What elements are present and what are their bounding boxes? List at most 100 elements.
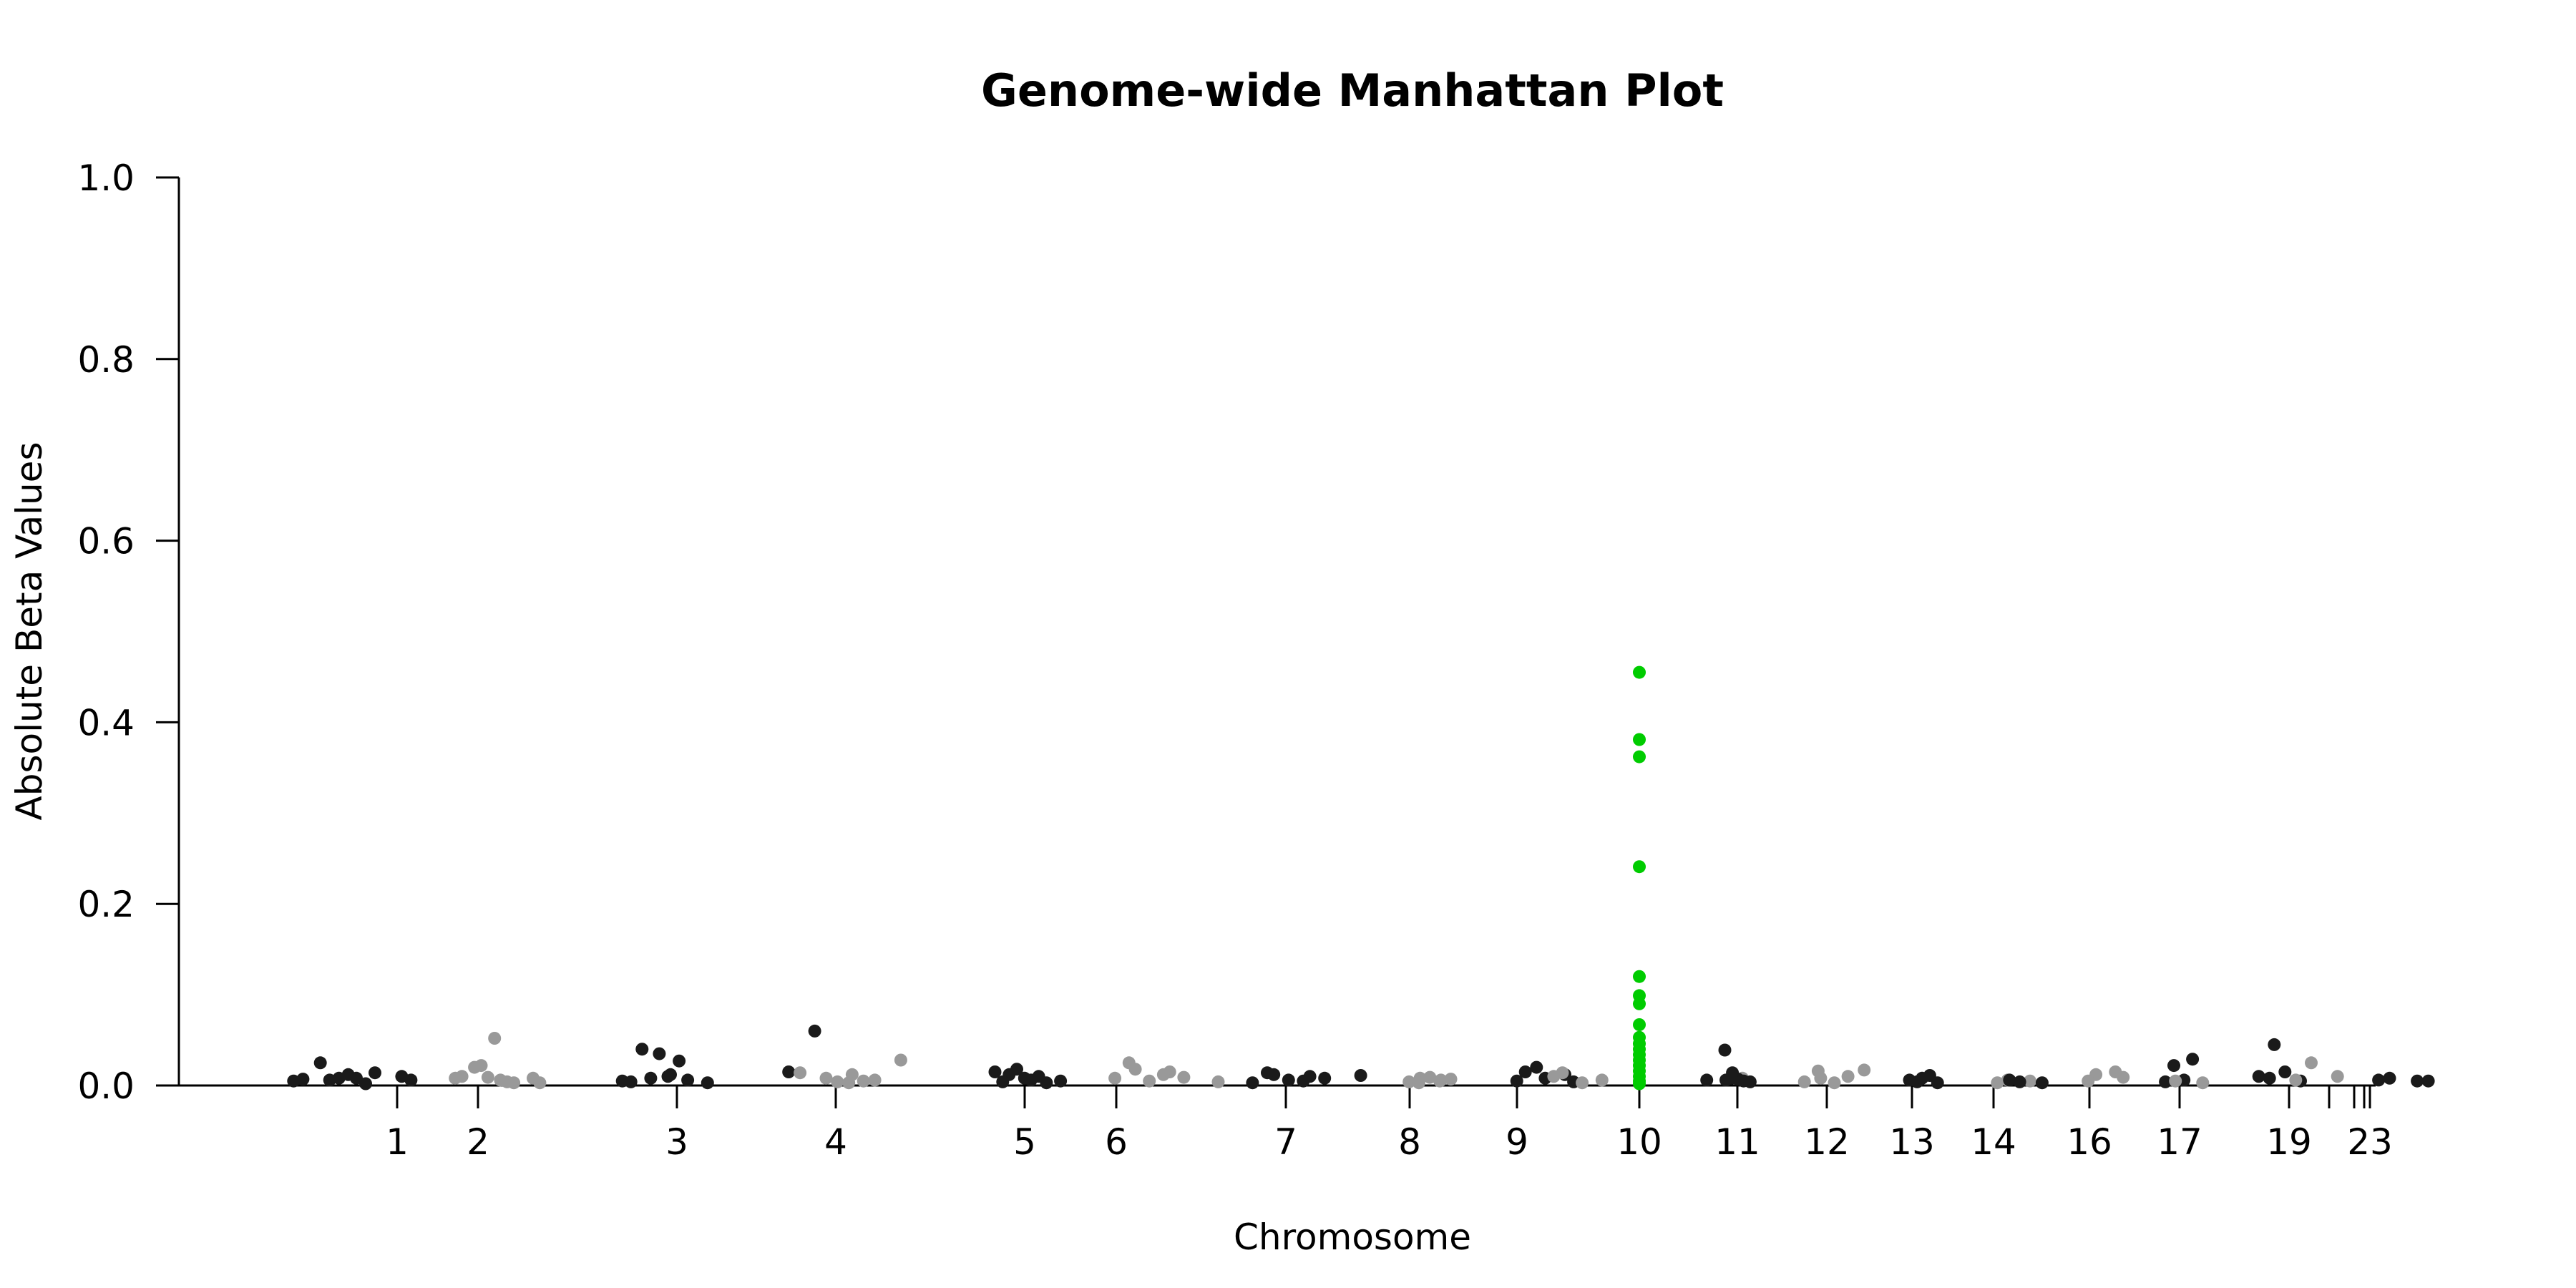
data-point-chr-16 xyxy=(2082,1074,2095,1088)
data-point-chr-2 xyxy=(507,1076,521,1090)
y-tick-label: 1.0 xyxy=(77,157,135,199)
data-point-chr-4 xyxy=(842,1076,856,1090)
x-tick-label-chr-7: 7 xyxy=(1274,1121,1297,1163)
data-point-chr-1 xyxy=(313,1056,327,1070)
data-point-chr-3 xyxy=(624,1075,638,1088)
data-point-chr-8 xyxy=(1444,1073,1458,1086)
data-point-chr-14 xyxy=(2035,1076,2049,1090)
data-point-chr-19 xyxy=(2278,1065,2292,1078)
data-point-chr-3 xyxy=(681,1073,695,1087)
data-point-chr-7 xyxy=(1354,1069,1367,1082)
data-point-chr-8 xyxy=(1412,1076,1425,1090)
data-point-chr-1 xyxy=(296,1073,310,1086)
data-point-chr-12 xyxy=(1814,1071,1828,1085)
data-point-chr-23 xyxy=(2421,1074,2435,1088)
data-point-chr-23 xyxy=(2383,1071,2396,1085)
data-point-chr-10 xyxy=(1633,750,1646,763)
data-point-chr-10 xyxy=(1633,997,1646,1010)
data-point-chr-9 xyxy=(1530,1060,1543,1074)
data-point-chr-19 xyxy=(2252,1070,2265,1083)
data-point-chr-14 xyxy=(2013,1075,2026,1088)
data-point-chr-10 xyxy=(1633,665,1646,679)
data-point-chr-17 xyxy=(2196,1076,2210,1090)
data-point-chr-7 xyxy=(1318,1071,1332,1085)
data-point-chr-1 xyxy=(341,1068,355,1081)
data-point-chr-2 xyxy=(488,1032,502,1045)
data-point-chr-13 xyxy=(1916,1071,1929,1085)
data-point-chr-17 xyxy=(2167,1059,2180,1073)
data-point-chr-2 xyxy=(455,1070,469,1083)
data-point-chr-19 xyxy=(2331,1070,2344,1083)
data-point-chr-3 xyxy=(644,1071,658,1085)
data-point-chr-1 xyxy=(359,1077,372,1091)
data-point-chr-16 xyxy=(2109,1065,2122,1078)
y-tick-label: 0.2 xyxy=(77,884,135,925)
data-point-chr-2 xyxy=(481,1070,494,1084)
data-point-chr-11 xyxy=(1726,1066,1740,1080)
data-point-chr-14 xyxy=(1991,1076,2004,1090)
data-point-chr-6 xyxy=(1177,1070,1191,1084)
y-tick-label: 0.6 xyxy=(77,521,135,562)
data-point-chr-5 xyxy=(988,1065,1002,1078)
data-point-chr-9 xyxy=(1576,1076,1589,1090)
data-point-chr-4 xyxy=(808,1024,821,1038)
data-point-chr-19 xyxy=(2263,1071,2276,1085)
data-point-chr-10 xyxy=(1633,733,1646,746)
x-tick-label-chr-10: 10 xyxy=(1616,1121,1662,1163)
data-point-chr-4 xyxy=(857,1074,870,1088)
x-tick-label-chr-5: 5 xyxy=(1013,1121,1036,1163)
data-point-chr-7 xyxy=(1261,1066,1274,1080)
data-point-chr-4 xyxy=(868,1073,882,1087)
data-point-chr-6 xyxy=(1143,1074,1156,1088)
data-point-chr-3 xyxy=(653,1047,666,1060)
chart-title: Genome-wide Manhattan Plot xyxy=(981,64,1724,117)
data-point-chr-4 xyxy=(819,1071,833,1085)
data-point-chr-6 xyxy=(1156,1068,1170,1081)
data-point-chr-5 xyxy=(1054,1074,1068,1088)
data-point-chr-17 xyxy=(2159,1075,2172,1088)
data-point-chr-9 xyxy=(1518,1065,1532,1078)
x-tick-label-chr-16: 16 xyxy=(2067,1121,2112,1163)
data-point-chr-6 xyxy=(1122,1056,1136,1070)
data-point-chr-11 xyxy=(1743,1075,1757,1088)
data-point-chr-1 xyxy=(404,1073,418,1087)
data-point-chr-3 xyxy=(701,1076,714,1090)
data-point-chr-13 xyxy=(1903,1073,1916,1087)
data-point-chr-5 xyxy=(1018,1071,1031,1085)
data-point-chr-6 xyxy=(1211,1075,1225,1088)
y-tick-label: 0.8 xyxy=(77,339,135,381)
y-tick-label: 0.0 xyxy=(77,1065,135,1107)
y-axis-ticks: 0.0 0.2 0.4 0.6 0.8 1.0 xyxy=(77,157,179,1107)
x-tick-label-chr-4: 4 xyxy=(824,1121,847,1163)
x-tick-label-chr-9: 9 xyxy=(1506,1121,1528,1163)
data-point-chr-5 xyxy=(996,1075,1010,1088)
data-point-chr-14 xyxy=(2003,1073,2016,1087)
data-point-chr-4 xyxy=(794,1066,807,1080)
data-point-chr-3 xyxy=(635,1043,649,1056)
y-tick-label: 0.4 xyxy=(77,702,135,743)
data-point-chr-9 xyxy=(1595,1073,1609,1087)
data-point-chr-7 xyxy=(1282,1073,1295,1087)
data-point-chr-3 xyxy=(673,1054,686,1068)
x-tick-label-chr-12: 12 xyxy=(1804,1121,1850,1163)
x-tick-label-chr-6: 6 xyxy=(1105,1121,1128,1163)
data-point-chr-7 xyxy=(1246,1076,1259,1090)
data-point-chr-8 xyxy=(1402,1075,1416,1088)
data-point-chr-2 xyxy=(533,1076,547,1090)
data-point-chr-14 xyxy=(2024,1074,2036,1088)
data-point-chr-9 xyxy=(1510,1074,1523,1088)
x-tick-label-chr-23: 23 xyxy=(2347,1121,2393,1163)
data-point-chr-3 xyxy=(661,1070,675,1083)
data-point-chr-8 xyxy=(1423,1070,1437,1084)
data-point-chr-4 xyxy=(894,1053,907,1067)
x-tick-label-chr-17: 17 xyxy=(2157,1121,2202,1163)
data-point-chr-17 xyxy=(2169,1074,2182,1088)
x-tick-label-chr-2: 2 xyxy=(467,1121,489,1163)
data-point-chr-17 xyxy=(2186,1053,2200,1066)
data-points xyxy=(287,665,2435,1091)
data-point-chr-10 xyxy=(1633,970,1646,983)
data-point-chr-5 xyxy=(1010,1063,1023,1076)
data-point-chr-7 xyxy=(1297,1074,1310,1088)
data-point-chr-9 xyxy=(1556,1066,1569,1080)
